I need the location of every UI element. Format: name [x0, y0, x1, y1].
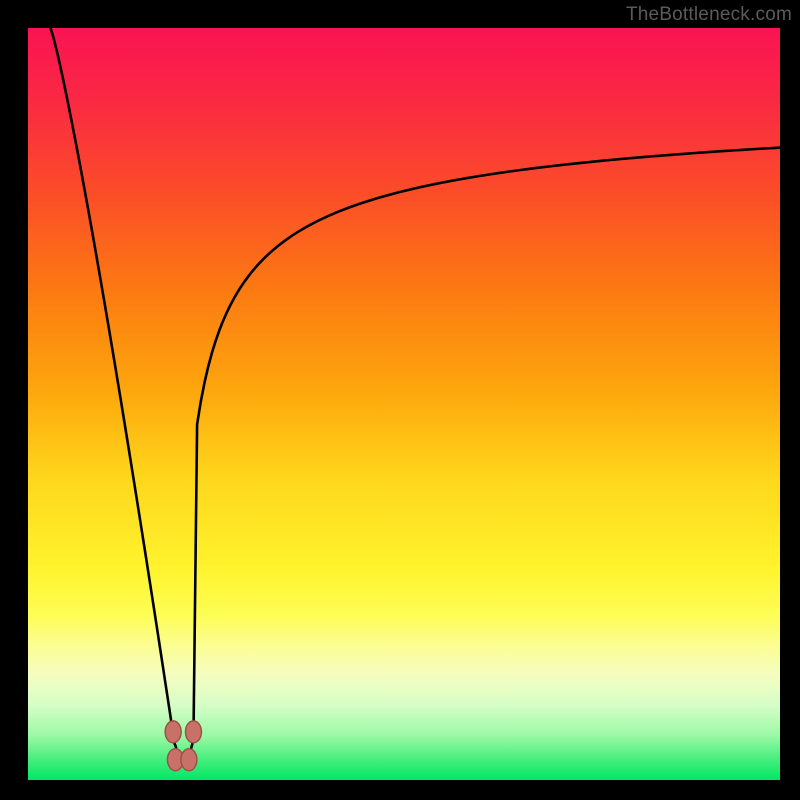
gradient-background: [28, 28, 780, 780]
bottleneck-chart: [0, 0, 800, 800]
chart-container: TheBottleneck.com: [0, 0, 800, 800]
curve-marker-3: [181, 749, 197, 771]
curve-marker-0: [165, 721, 181, 743]
curve-marker-1: [185, 721, 201, 743]
attribution-label: TheBottleneck.com: [626, 4, 792, 26]
